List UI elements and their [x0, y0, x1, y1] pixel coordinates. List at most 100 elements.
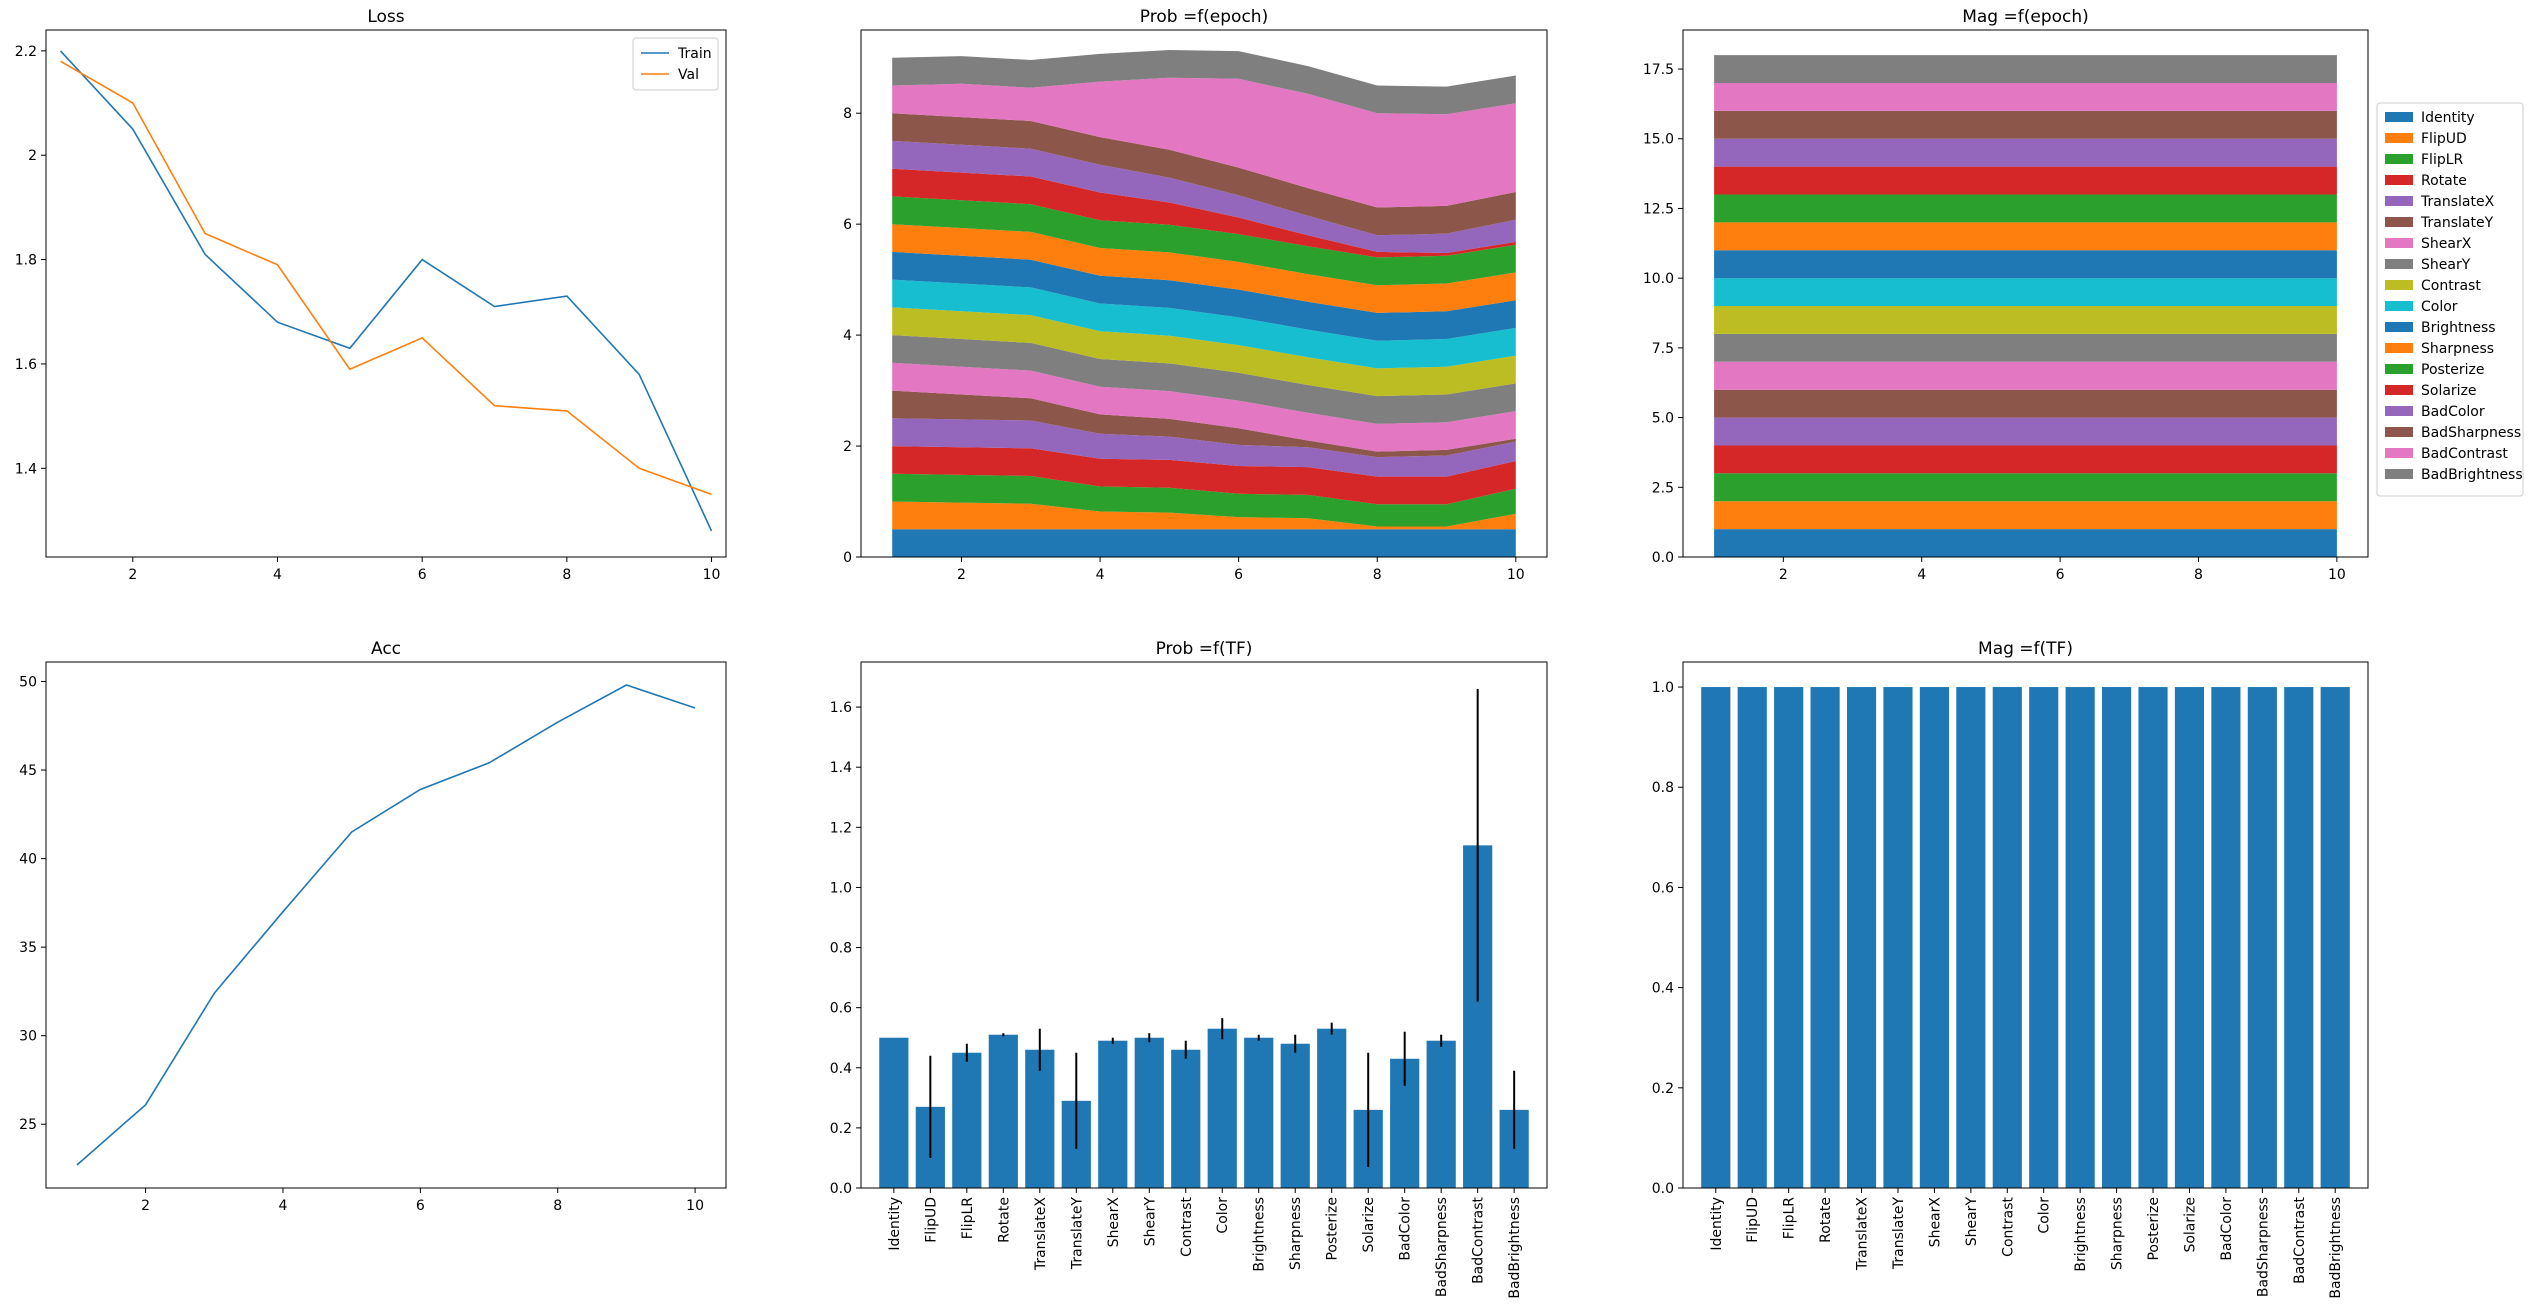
mag_tf-bar-translatex — [1846, 687, 1877, 1188]
mag_epoch-title: Mag =f(epoch) — [1962, 7, 2089, 27]
prob_tf-ytick-label: 1.0 — [830, 880, 852, 896]
mag_tf-bar-contrast — [1992, 687, 2022, 1188]
mag_epoch-area-contrast — [1714, 306, 2337, 334]
legend-label-flipud: FlipUD — [2421, 131, 2467, 147]
legend-label-solarize: Solarize — [2421, 383, 2477, 399]
prob_tf-ytick-label: 0.2 — [830, 1121, 852, 1137]
mag_epoch-ytick-label: 15.0 — [1643, 132, 1674, 148]
legend-label-translatex: TranslateX — [2420, 194, 2495, 210]
mag_tf-bar-badsharpness — [2247, 687, 2277, 1188]
prob_epoch-area-sheary — [892, 335, 1516, 424]
prob_tf-xtick-label: FlipLR — [960, 1197, 976, 1240]
prob_tf-xtick-label: Solarize — [1361, 1197, 1377, 1253]
mag_epoch-legend-box — [2376, 102, 2524, 497]
mag_epoch-area-shearx — [1714, 361, 2337, 390]
mag_epoch-area-sheary — [1714, 333, 2337, 362]
mag_tf-bar-badbrightness — [2320, 687, 2350, 1188]
legend-swatch-sheary — [2385, 259, 2413, 269]
prob_epoch-area-flipud — [892, 501, 1516, 530]
mag_tf-bar-shearx — [1919, 687, 1949, 1188]
legend-swatch-solarize — [2385, 385, 2413, 395]
prob_tf-bar-posterize — [1317, 1028, 1347, 1188]
loss-xtick-label: 2 — [128, 567, 137, 583]
acc-ytick-label: 25 — [19, 1117, 37, 1133]
prob_epoch-area-translatex — [892, 418, 1516, 477]
prob_tf-bar-fliplr — [952, 1052, 982, 1188]
legend-label-badcolor: BadColor — [2421, 404, 2485, 420]
prob_tf-ytick-label: 1.4 — [830, 760, 852, 776]
mag_tf-xtick-label: TranslateY — [1891, 1197, 1907, 1271]
mag_epoch-ytick-label: 12.5 — [1643, 201, 1674, 217]
acc-frame — [45, 661, 727, 1189]
prob_tf-bar-sheary — [1134, 1037, 1164, 1188]
mag_tf-bar-posterize — [2138, 687, 2168, 1188]
mag_epoch-xtick-label: 6 — [2056, 567, 2065, 583]
prob_tf-bar-translatex — [1025, 1049, 1055, 1188]
legend-swatch-shearx — [2385, 238, 2413, 248]
prob_epoch-area-badbrightness — [892, 50, 1516, 115]
loss-ytick-label: 1.8 — [15, 253, 37, 269]
prob_epoch-area-badsharpness — [892, 113, 1516, 236]
legend-swatch-flipud — [2385, 133, 2413, 143]
prob_tf-bar-badsharpness — [1426, 1040, 1456, 1188]
prob_epoch-ytick-label: 6 — [843, 217, 852, 233]
prob_tf-ytick-label: 0.0 — [830, 1181, 852, 1197]
mag_epoch-area-badbrightness — [1714, 55, 2337, 83]
prob_epoch-area-sharpness — [892, 224, 1516, 313]
prob_tf-bar-rotate — [988, 1034, 1018, 1188]
loss-ytick-label: 1.6 — [15, 357, 37, 373]
mag_epoch-area-badcontrast — [1714, 83, 2337, 111]
prob_tf-xtick-label: FlipUD — [923, 1197, 939, 1243]
mag_tf-bar-solarize — [2174, 687, 2205, 1188]
mag_tf-frame — [1682, 661, 2369, 1189]
legend-swatch-translatex — [2385, 196, 2413, 206]
prob_epoch-ytick-label: 4 — [843, 328, 852, 344]
legend-label-translatey: TranslateY — [2420, 215, 2494, 231]
legend-label-fliplr: FlipLR — [2421, 152, 2464, 168]
prob_epoch-ytick-label: 0 — [843, 550, 852, 566]
legend-label-sheary: ShearY — [2421, 257, 2471, 273]
prob_tf-ytick-label: 0.8 — [830, 941, 852, 957]
legend-label-posterize: Posterize — [2421, 362, 2485, 378]
loss-legend-label: Train — [677, 46, 712, 62]
acc-title: Acc — [371, 639, 401, 659]
prob_epoch-xtick-label: 2 — [957, 567, 966, 583]
mag_epoch-xtick-label: 4 — [1917, 567, 1926, 583]
mag_tf-xtick-label: BadColor — [2219, 1197, 2235, 1261]
mag_epoch-ytick-label: 2.5 — [1652, 480, 1674, 496]
legend-swatch-sharpness — [2385, 343, 2413, 353]
mag_tf-xtick-label: Brightness — [2073, 1197, 2089, 1272]
mag_epoch-area-translatex — [1714, 417, 2337, 446]
legend-swatch-posterize — [2385, 364, 2413, 374]
mag_tf-xtick-label: Solarize — [2182, 1197, 2198, 1253]
prob_epoch-area-identity — [892, 529, 1516, 557]
mag_epoch-frame — [1682, 29, 2369, 558]
mag_epoch-area-badsharpness — [1714, 110, 2337, 139]
mag_epoch-area-posterize — [1714, 194, 2337, 223]
prob_epoch-frame — [860, 29, 1548, 558]
mag_epoch-area-flipud — [1714, 501, 2337, 530]
loss-title: Loss — [367, 7, 404, 27]
prob_tf-xtick-label: Posterize — [1325, 1197, 1341, 1261]
prob_tf-xtick-label: TranslateY — [1069, 1197, 1085, 1271]
mag_tf-xtick-label: BadBrightness — [2328, 1197, 2344, 1299]
prob_tf-xtick-label: Sharpness — [1288, 1197, 1304, 1270]
mag_tf-title: Mag =f(TF) — [1978, 639, 2073, 659]
prob_epoch-xtick-label: 4 — [1096, 567, 1105, 583]
prob_tf-bar-identity — [879, 1037, 909, 1188]
mag_tf-bar-sharpness — [2102, 687, 2132, 1188]
prob_epoch-area-posterize — [892, 196, 1516, 286]
mag_tf-xtick-label: BadSharpness — [2255, 1197, 2271, 1297]
prob_tf-xtick-label: ShearX — [1106, 1197, 1122, 1248]
mag_epoch-ytick-label: 17.5 — [1643, 62, 1674, 78]
mag_tf-xtick-label: Sharpness — [2110, 1197, 2126, 1270]
prob_tf-xtick-label: ShearY — [1142, 1197, 1158, 1247]
legend-label-shearx: ShearX — [2421, 236, 2472, 252]
mag_epoch-area-sharpness — [1714, 222, 2337, 251]
legend-swatch-translatey — [2385, 217, 2413, 227]
legend-swatch-rotate — [2385, 175, 2413, 185]
prob_tf-xtick-label: Contrast — [1179, 1196, 1195, 1256]
legend-label-badcontrast: BadContrast — [2421, 446, 2508, 462]
legend-label-badsharpness: BadSharpness — [2421, 425, 2521, 441]
mag_epoch-xtick-label: 2 — [1779, 567, 1788, 583]
